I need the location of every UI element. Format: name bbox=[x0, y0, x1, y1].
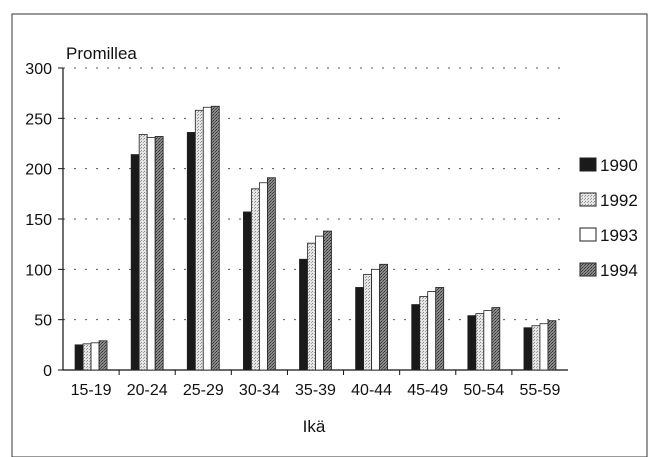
bar-1990-35-39 bbox=[299, 258, 308, 371]
y-axis-title: Promillea bbox=[66, 44, 137, 63]
bar-1993-40-44 bbox=[371, 268, 381, 371]
bar-1993-55-59 bbox=[539, 323, 549, 371]
bar-1992-50-54 bbox=[475, 313, 485, 371]
x-tick-labels: 15-19 20-24 25-29 30-34 35-39 40-44 45-49 50-54… bbox=[71, 382, 561, 399]
y-tick-label: 250 bbox=[25, 111, 52, 128]
bar-1992-35-39 bbox=[307, 242, 316, 371]
x-tick-label: 55-59 bbox=[519, 382, 560, 399]
bar-1992-25-29 bbox=[194, 109, 204, 371]
bar-1992-55-59 bbox=[531, 325, 541, 371]
bar-1993-15-19 bbox=[90, 342, 100, 371]
legend-label-1993: 1993 bbox=[600, 226, 638, 245]
legend-swatch-1993 bbox=[579, 227, 597, 242]
bar-1990-50-54 bbox=[467, 315, 477, 371]
bar-1994-20-24 bbox=[154, 136, 164, 371]
bar-1994-55-59 bbox=[547, 320, 557, 371]
legend-label-1994: 1994 bbox=[600, 261, 638, 280]
bar-1990-20-24 bbox=[130, 154, 140, 371]
y-tick-label: 150 bbox=[25, 212, 52, 229]
bar-1992-20-24 bbox=[138, 134, 148, 371]
y-tick-label: 200 bbox=[25, 162, 52, 179]
bar-1994-35-39 bbox=[323, 230, 332, 371]
bar-1994-50-54 bbox=[491, 307, 501, 371]
x-tick-label: 15-19 bbox=[71, 382, 112, 399]
y-tick-label: 50 bbox=[34, 313, 52, 330]
bar-1990-30-34 bbox=[242, 211, 252, 371]
bar-1993-35-39 bbox=[315, 235, 324, 371]
legend-swatch-1990 bbox=[579, 157, 597, 172]
bar-1994-30-34 bbox=[266, 177, 276, 371]
bar-1992-15-19 bbox=[82, 343, 92, 371]
legend: 1990 1992 1993 1994 bbox=[579, 156, 638, 280]
bar-1993-25-29 bbox=[202, 106, 212, 371]
legend-label-1990: 1990 bbox=[600, 156, 638, 175]
x-tick-label: 25-29 bbox=[183, 382, 224, 399]
y-tick-labels: 0 50 100 150 200 250 300 bbox=[25, 61, 52, 380]
bar-1994-15-19 bbox=[98, 340, 108, 371]
bar-1990-45-49 bbox=[411, 304, 421, 371]
legend-swatch-1994 bbox=[579, 262, 597, 277]
x-tick-label: 30-34 bbox=[239, 382, 280, 399]
bar-1990-40-44 bbox=[355, 287, 365, 371]
y-tick-label: 100 bbox=[25, 262, 52, 279]
bar-1990-25-29 bbox=[186, 132, 196, 371]
bar-1993-50-54 bbox=[483, 310, 493, 371]
bar-1993-45-49 bbox=[427, 291, 437, 371]
x-tick-label: 40-44 bbox=[351, 382, 392, 399]
bar-1990-15-19 bbox=[74, 344, 84, 371]
bar-1994-45-49 bbox=[435, 287, 445, 371]
x-axis-title: Ikä bbox=[303, 417, 326, 436]
bar-1994-40-44 bbox=[379, 263, 389, 371]
bar-1992-30-34 bbox=[250, 188, 260, 371]
bar-1993-30-34 bbox=[258, 182, 268, 371]
bar-1992-45-49 bbox=[419, 296, 429, 371]
x-tick-label: 35-39 bbox=[295, 382, 336, 399]
bar-1993-20-24 bbox=[146, 137, 156, 371]
x-tick-label: 50-54 bbox=[463, 382, 504, 399]
bar-1994-25-29 bbox=[210, 105, 220, 371]
y-tick-label: 0 bbox=[43, 363, 52, 380]
x-tick-label: 45-49 bbox=[407, 382, 448, 399]
legend-swatch-1992 bbox=[579, 192, 597, 207]
bar-1990-55-59 bbox=[523, 327, 533, 371]
chart-frame bbox=[11, 13, 648, 457]
x-tick-label: 20-24 bbox=[127, 382, 168, 399]
y-tick-label: 300 bbox=[25, 61, 52, 78]
bar-1992-40-44 bbox=[363, 273, 373, 371]
legend-label-1992: 1992 bbox=[600, 191, 638, 210]
bars bbox=[74, 105, 557, 371]
